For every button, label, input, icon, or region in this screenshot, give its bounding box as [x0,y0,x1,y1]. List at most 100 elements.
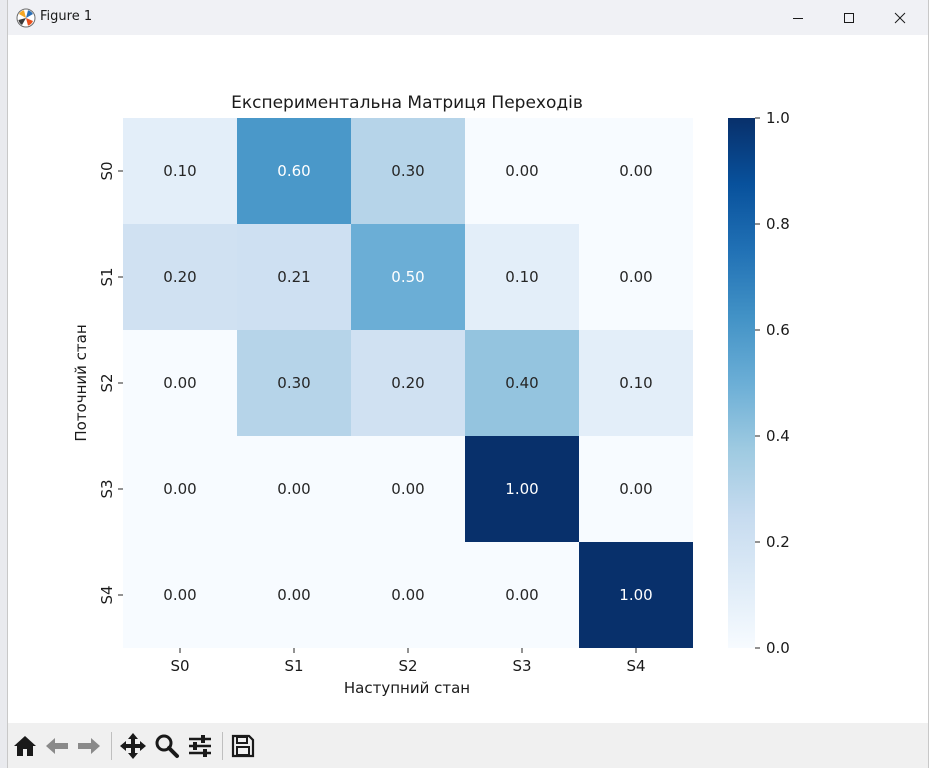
y-tick-label: S1 [98,267,116,286]
cell-value-label: 0.20 [163,268,196,286]
colorbar-tick-label: 1.0 [766,109,790,127]
cell-value-label: 1.00 [619,586,652,604]
heatmap-cell [465,436,579,542]
heatmap-cell [351,224,465,330]
cell-value-label: 0.00 [505,162,538,180]
cell-value-label: 0.50 [391,268,424,286]
cell-value-label: 0.00 [391,480,424,498]
title-bar[interactable]: Figure 1 [8,0,928,35]
figure-canvas: Експериментальна Матриця Переходів 0.10 0… [8,35,928,723]
colorbar [728,118,755,648]
save-button[interactable] [228,731,258,761]
colorbar-tick-label: 0.8 [766,215,790,233]
minimize-button[interactable] [775,0,821,35]
matplotlib-logo-icon [16,8,36,28]
forward-arrow-icon [78,738,100,754]
y-axis-ticks: S0 S1 S2 S3 S4 [98,161,123,605]
sliders-icon [189,735,211,757]
colorbar-ticks: 0.0 0.2 0.4 0.6 0.8 1.0 [755,109,790,657]
colorbar-tick-label: 0.6 [766,321,790,339]
cell-value-label: 0.30 [277,374,310,392]
heatmap-cell [351,436,465,542]
pan-button[interactable] [118,731,148,761]
y-tick-label: S0 [98,161,116,180]
home-icon [14,736,36,756]
cell-value-label: 0.20 [391,374,424,392]
forward-button[interactable] [74,731,104,761]
heatmap-cells: 0.10 0.60 0.30 0.00 0.00 0.20 0.21 0.50 0.10 0.00… [123,118,693,648]
cell-value-label: 0.40 [505,374,538,392]
home-button[interactable] [10,731,40,761]
toolbar-separator [222,732,223,760]
magnifier-icon [155,734,179,758]
close-icon [894,12,906,23]
heatmap-cell [351,542,465,648]
heatmap-cell [579,436,693,542]
heatmap-cell [237,542,351,648]
heatmap-cell [123,224,237,330]
cell-value-label: 0.60 [277,162,310,180]
heatmap-cell [123,330,237,436]
cell-value-label: 0.10 [163,162,196,180]
cell-value-label: 0.00 [505,586,538,604]
heatmap-cell [465,330,579,436]
heatmap-cell [465,118,579,224]
cell-value-label: 0.10 [619,374,652,392]
maximize-icon [844,12,854,23]
heatmap-cell [351,118,465,224]
floppy-disk-icon [231,734,255,758]
heatmap-cell [237,436,351,542]
heatmap-cell [123,436,237,542]
x-tick-label: S1 [284,657,303,675]
maximize-button[interactable] [826,0,872,35]
heatmap-cell [579,118,693,224]
navigation-toolbar [8,723,928,768]
cell-value-label: 0.00 [163,586,196,604]
cell-value-label: 0.30 [391,162,424,180]
cell-value-label: 0.00 [277,480,310,498]
figure-window: Figure 1 [7,0,929,768]
cell-value-label: 0.21 [277,268,310,286]
heatmap-cell [465,542,579,648]
heatmap-cell [237,330,351,436]
colorbar-tick-label: 0.4 [766,427,790,445]
toolbar-separator [111,732,112,760]
configure-subplots-button[interactable] [185,731,215,761]
cell-value-label: 0.00 [619,268,652,286]
heatmap-chart: Експериментальна Матриця Переходів 0.10 0… [72,93,790,697]
close-button[interactable] [877,0,923,35]
cell-value-label: 0.10 [505,268,538,286]
heatmap-cell [579,330,693,436]
cell-value-label: 0.00 [163,480,196,498]
cell-value-label: 1.00 [505,480,538,498]
heatmap-cell [237,224,351,330]
y-tick-label: S2 [98,373,116,392]
x-tick-label: S4 [626,657,645,675]
heatmap-cell [465,224,579,330]
heatmap-cell [237,118,351,224]
x-tick-label: S0 [170,657,189,675]
x-axis-ticks: S0 S1 S2 S3 S4 [170,648,646,675]
heatmap-cell [351,330,465,436]
heatmap-cell [123,542,237,648]
heatmap-cell [579,224,693,330]
back-arrow-icon [46,738,68,754]
minimize-icon [793,17,803,19]
x-axis-label: Наступний стан [344,679,470,697]
back-button[interactable] [42,731,72,761]
cell-value-label: 0.00 [163,374,196,392]
cell-value-label: 0.00 [619,480,652,498]
cell-value-label: 0.00 [619,162,652,180]
heatmap-cell [579,542,693,648]
y-tick-label: S4 [98,585,116,604]
colorbar-tick-label: 0.0 [766,639,790,657]
x-tick-label: S3 [512,657,531,675]
colorbar-tick-label: 0.2 [766,533,790,551]
zoom-button[interactable] [152,731,182,761]
move-icon [120,733,146,759]
heatmap-cell [123,118,237,224]
window-title: Figure 1 [40,9,93,24]
x-tick-label: S2 [398,657,417,675]
y-axis-label: Поточний стан [72,324,90,441]
cell-value-label: 0.00 [277,586,310,604]
